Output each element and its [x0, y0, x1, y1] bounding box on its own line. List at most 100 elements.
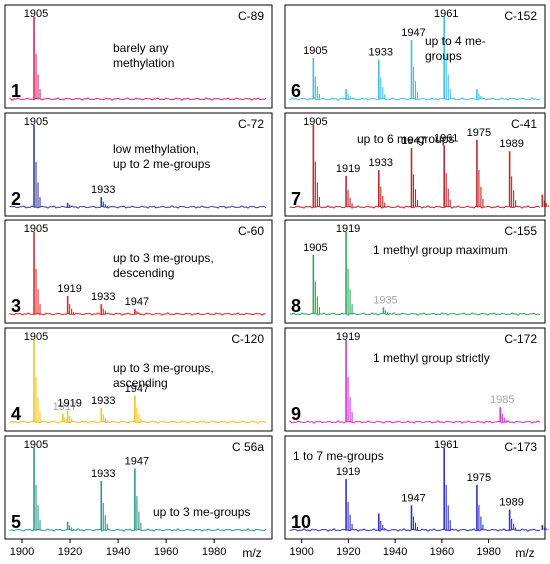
peak-label: 1919 [336, 466, 360, 478]
peak-label: 1917 [53, 401, 77, 413]
peak-label: 1905 [24, 8, 48, 20]
x-tick-label: 1920 [336, 546, 360, 558]
peak-label: 1919 [336, 163, 360, 175]
peak-label: 1975 [467, 127, 491, 139]
peak-label: 1933 [91, 184, 115, 196]
peak-label: 1947 [125, 296, 149, 308]
sample-code: C-172 [504, 332, 537, 346]
peak-label: 1975 [467, 472, 491, 484]
peak-label: 1947 [401, 135, 425, 147]
panel-number: 6 [291, 81, 301, 101]
x-tick-label: 1940 [383, 546, 407, 558]
panel-frame [4, 219, 273, 324]
peak-label: 1919 [336, 223, 360, 235]
peak-label: 1989 [499, 497, 523, 509]
sample-description: ascending [113, 376, 168, 390]
panel-8: 1905 1919 1935 C-155 1 methyl group maximum 8 [284, 219, 546, 324]
peak-label: 1961 [434, 439, 458, 451]
x-axis-2: 1900 1920 1940 1960 1980 m/z [289, 539, 535, 560]
panel-number: 2 [11, 189, 21, 209]
sample-code: C-89 [238, 9, 264, 23]
panel-9: 1919 1985 C-172 1 methyl group strictly 9 [284, 327, 546, 432]
peak-label: 1919 [57, 398, 81, 410]
panel-number: 3 [11, 296, 21, 316]
panel-frame [284, 327, 546, 432]
sample-code: C-72 [238, 117, 264, 131]
sample-description: methylation [113, 56, 174, 70]
peak-label: 1947 [401, 27, 425, 39]
sample-description: up to 6 me-groups [357, 132, 454, 146]
sample-description: up to 3 me-groups, [113, 361, 214, 375]
x-tick-label: 1920 [58, 546, 82, 558]
sample-description: groups [425, 49, 462, 63]
peak-label: 1947 [125, 456, 149, 468]
peak-label: 1961 [434, 8, 458, 20]
sample-description: low methylation, [113, 142, 199, 156]
panel-3: 1905 1919 1933 1947 C-60 up to 3 me-groups,de… [4, 219, 273, 324]
panel-frame [4, 112, 273, 217]
x-tick-label: 1900 [10, 546, 34, 558]
sample-code: C-41 [511, 117, 537, 131]
x-tick-label: 1960 [154, 546, 178, 558]
panel-frame [4, 327, 273, 432]
sample-code: C 56a [232, 440, 264, 454]
sample-description: barely any [113, 41, 168, 55]
panel-7: 1905 1919 1933 1947 1961 1975 1989 C-41 up to 6 … [284, 112, 549, 217]
sample-description: up to 3 me-groups [153, 505, 250, 519]
peak-label: 1961 [434, 133, 458, 145]
panel-frame [284, 435, 546, 540]
panel-5: 1905 1933 1947 C 56a up to 3 me-groups 5 [4, 435, 273, 540]
peak-label: 1905 [303, 116, 327, 128]
peak-label: 1947 [125, 383, 149, 395]
x-axis-label: m/z [242, 546, 261, 560]
spectrum-baseline [9, 420, 267, 424]
sample-description: 1 methyl group strictly [373, 351, 490, 365]
peak-label: 1933 [369, 47, 393, 59]
peak-label: 1947 [401, 492, 425, 504]
sample-code: C-60 [238, 224, 264, 238]
sample-description: 1 methyl group maximum [373, 243, 508, 257]
x-tick-label: 1960 [430, 546, 454, 558]
peak-label: 1905 [24, 331, 48, 343]
sample-description: 1 to 7 me-groups [293, 449, 384, 463]
x-axis-label: m/z [515, 546, 534, 560]
sample-description: descending [113, 266, 174, 280]
panel-number: 9 [291, 404, 301, 424]
spectrum-baseline [9, 205, 267, 209]
peak-label: 1933 [369, 157, 393, 169]
panel-6: 1905 1933 1947 1961 C-152 up to 4 me-groups 6 [284, 4, 546, 109]
peak-label: 1905 [24, 223, 48, 235]
peak-label: 1905 [24, 439, 48, 451]
spectrum-baseline [9, 97, 267, 101]
peak-label: 1905 [24, 116, 48, 128]
sample-description: up to 4 me- [425, 34, 486, 48]
peak-label: 1919 [57, 283, 81, 295]
sample-description: up to 3 me-groups, [113, 251, 214, 265]
spectrum-baseline [290, 312, 541, 316]
panel-number: 4 [11, 404, 21, 424]
x-tick-label: 1980 [202, 546, 226, 558]
panel-2: 1905 1933 C-72 low methylation,up to 2 me-g… [4, 112, 273, 217]
panel-frame [284, 219, 546, 324]
panel-frame [4, 4, 273, 109]
panel-number: 7 [291, 189, 301, 209]
peak-label: 1905 [303, 242, 327, 254]
sample-description: up to 2 me-groups [113, 157, 210, 171]
panel-number: 5 [11, 512, 21, 532]
peak-label: 1905 [303, 45, 327, 57]
spectrum-baseline [289, 419, 541, 424]
peak-label: 1989 [499, 138, 523, 150]
peak-label: 1933 [91, 468, 115, 480]
peak-label: 1919 [336, 331, 360, 343]
panel-number: 1 [11, 81, 21, 101]
x-tick-label: 1980 [476, 546, 500, 558]
x-axis-1: 1900 1920 1940 1960 1980 m/z [10, 539, 262, 560]
spectrum-baseline [289, 205, 541, 209]
panel-10: 1919 1947 1961 1975 1989 C-173 1 to 7 me-group… [284, 435, 549, 540]
peak-label: 1933 [91, 291, 115, 303]
panel-number: 10 [291, 512, 311, 532]
peak-label: 1935 [373, 294, 397, 306]
